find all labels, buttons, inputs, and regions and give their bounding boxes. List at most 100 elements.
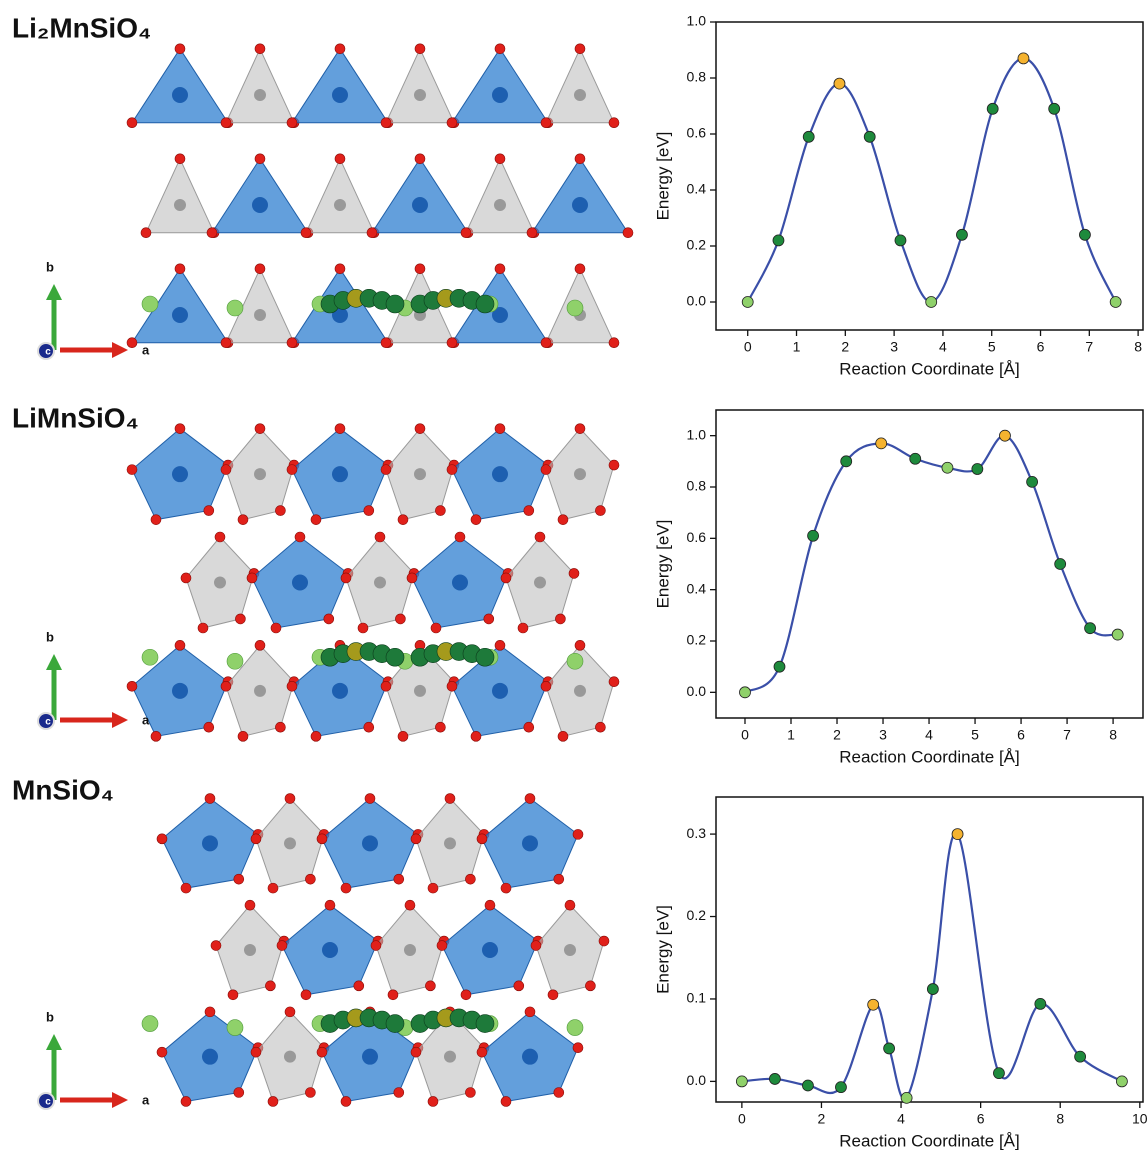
oxygen-atom [175, 154, 185, 164]
center-atom [412, 197, 428, 213]
x-tick-label: 8 [1056, 1111, 1064, 1127]
oxygen-atom [255, 424, 265, 434]
oxygen-atom [447, 118, 457, 128]
polyhedron [372, 159, 468, 233]
oxygen-atom [317, 834, 327, 844]
oxygen-atom [341, 1096, 351, 1106]
y-tick-label: 0.4 [687, 580, 707, 596]
oxygen-atom [465, 874, 475, 884]
center-atom [172, 307, 188, 323]
oxygen-atom [548, 990, 558, 1000]
x-tick-label: 2 [833, 727, 841, 743]
axis-a-head [112, 1092, 128, 1108]
oxygen-atom [271, 623, 281, 633]
y-tick-label: 0.8 [687, 69, 707, 85]
oxygen-atom [609, 677, 619, 687]
oxygen-atom [585, 981, 595, 991]
oxygen-atom [301, 228, 311, 238]
oxygen-atom [287, 338, 297, 348]
oxygen-atom [425, 981, 435, 991]
oxygen-atom [305, 1088, 315, 1098]
polyhedron [306, 159, 374, 233]
oxygen-atom [268, 1096, 278, 1106]
axis-a-label: a [142, 712, 150, 727]
center-atom [202, 1049, 218, 1065]
axis-a-label: a [142, 342, 150, 357]
oxygen-atom [415, 264, 425, 274]
image-point [742, 297, 753, 308]
center-atom [174, 199, 186, 211]
center-atom [172, 87, 188, 103]
oxygen-atom [157, 834, 167, 844]
formula: Li₂MnSiO₄ [12, 12, 151, 43]
polyhedron [132, 49, 228, 123]
y-axis-label: Energy [eV] [653, 132, 672, 221]
oxygen-atom [221, 118, 231, 128]
oxygen-atom [221, 681, 231, 691]
lithium-atom [567, 300, 583, 316]
oxygen-atom [471, 731, 481, 741]
oxygen-atom [365, 794, 375, 804]
x-tick-label: 4 [897, 1111, 905, 1127]
oxygen-atom [181, 573, 191, 583]
center-atom [362, 1049, 378, 1065]
center-atom [414, 685, 426, 697]
axis-a-head [112, 712, 128, 728]
y-tick-label: 0.2 [687, 907, 707, 923]
center-atom [564, 944, 576, 956]
oxygen-atom [465, 1088, 475, 1098]
center-atom [254, 89, 266, 101]
oxygen-atom [221, 338, 231, 348]
image-point [1085, 623, 1096, 634]
oxygen-atom [358, 623, 368, 633]
image-point [1049, 103, 1060, 114]
oxygen-atom [127, 118, 137, 128]
center-atom [202, 835, 218, 851]
oxygen-atom [251, 834, 261, 844]
polyhedron [146, 159, 214, 233]
axis-c-label: c [45, 347, 51, 358]
y-axis-label: Energy [eV] [653, 905, 672, 994]
image-point [901, 1092, 912, 1103]
polyhedron [292, 49, 388, 123]
oxygen-atom [238, 731, 248, 741]
oxygen-atom [215, 532, 225, 542]
oxygen-atom [205, 794, 215, 804]
oxygen-atom [245, 900, 255, 910]
oxygen-atom [287, 681, 297, 691]
structure [38, 794, 609, 1109]
x-tick-label: 6 [1037, 339, 1045, 355]
center-atom [252, 197, 268, 213]
image-point [926, 297, 937, 308]
center-atom [522, 835, 538, 851]
oxygen-atom [575, 154, 585, 164]
oxygen-atom [495, 424, 505, 434]
structure [38, 424, 619, 742]
oxygen-atom [524, 722, 534, 732]
y-axis-label: Energy [eV] [653, 520, 672, 609]
lithium-atom [227, 1020, 243, 1036]
x-tick-label: 3 [879, 727, 887, 743]
oxygen-atom [255, 264, 265, 274]
center-atom [172, 466, 188, 482]
oxygen-atom [495, 264, 505, 274]
oxygen-atom [609, 118, 619, 128]
image-point [736, 1076, 747, 1087]
center-atom [292, 575, 308, 591]
oxygen-atom [447, 338, 457, 348]
oxygen-atom [388, 990, 398, 1000]
center-atom [254, 685, 266, 697]
x-tick-label: 0 [738, 1111, 746, 1127]
center-atom [444, 837, 456, 849]
image-point [1027, 476, 1038, 487]
oxygen-atom [477, 834, 487, 844]
axis-c-label: c [45, 1097, 51, 1108]
image-point [864, 131, 875, 142]
oxygen-atom [175, 640, 185, 650]
oxygen-atom [484, 614, 494, 624]
polyhedron [226, 49, 294, 123]
oxygen-atom [495, 640, 505, 650]
oxygen-atom [525, 794, 535, 804]
oxygen-atom [311, 515, 321, 525]
lithium-atom [142, 649, 158, 665]
